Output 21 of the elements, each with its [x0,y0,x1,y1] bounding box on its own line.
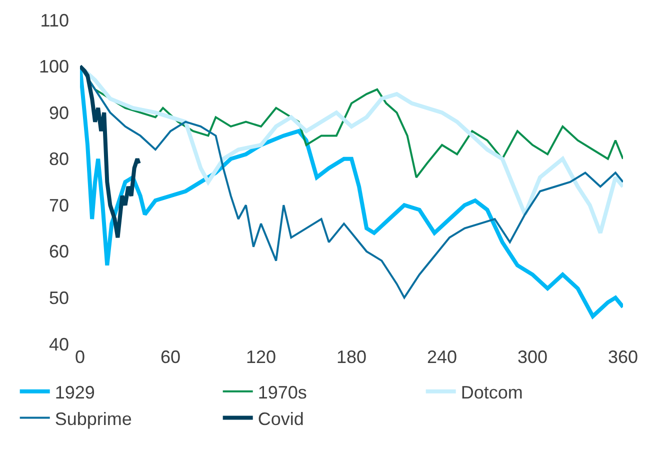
y-tick-label: 110 [40,10,69,30]
legend-label: 1970s [258,382,307,402]
legend-label: Covid [258,408,304,429]
y-tick-label: 90 [48,102,69,123]
legend-label: Subprime [54,408,132,429]
y-tick-label: 50 [48,288,69,308]
legend-label: Dotcom [460,382,523,402]
legend-label: 1929 [54,382,95,402]
x-tick-label: 180 [336,347,367,367]
x-tick-label: 120 [246,347,276,367]
y-tick-label: 40 [48,334,69,354]
y-tick-label: 80 [48,149,69,170]
y-tick-label: 60 [48,242,69,262]
x-tick-label: 60 [160,347,181,367]
x-tick-label: 0 [74,347,86,367]
y-tick-label: 100 [38,56,69,77]
x-tick-label: 300 [517,347,548,367]
x-tick-label: 240 [426,347,458,367]
x-tick-label: 360 [608,347,638,367]
y-tick-label: 70 [48,195,69,216]
line-series [80,64,141,240]
